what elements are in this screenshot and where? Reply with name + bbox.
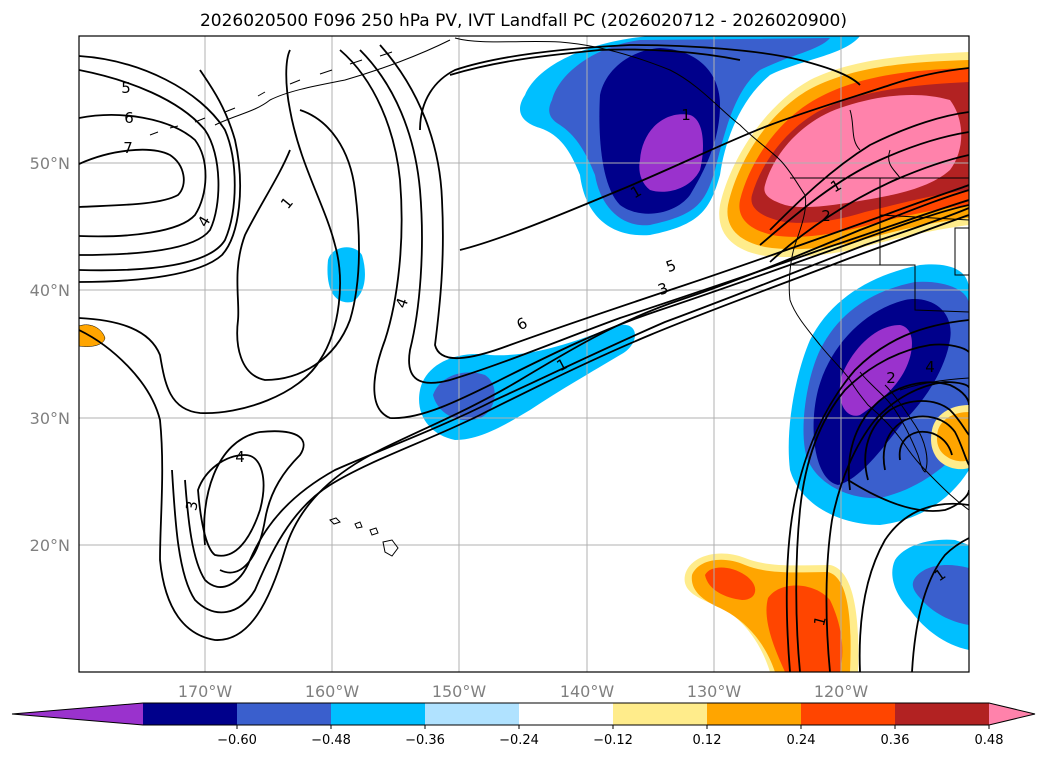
- pv-contour-7: [79, 148, 185, 208]
- pv-contour-mexico-3: [847, 381, 969, 491]
- colorbar-swatch: [519, 703, 614, 725]
- colorbar-tick-label: 0.24: [787, 733, 816, 748]
- neg-anomaly-se-corner: [892, 539, 969, 650]
- lon-tick-label: 140°W: [560, 682, 615, 701]
- colorbar-swatch: [143, 703, 238, 725]
- lat-tick-labels: 50°N 40°N 30°N 20°N: [30, 154, 70, 555]
- pos-anomaly-tropical-125w: [684, 553, 859, 672]
- colorbar-swatch: [895, 703, 990, 725]
- coastlines: [149, 37, 969, 557]
- pv-contour-mexico-closed: [847, 479, 969, 512]
- pv-contour-north-2: [449, 48, 741, 76]
- colorbar-swatch: [801, 703, 896, 725]
- pv-contours: [79, 44, 969, 672]
- contour-label: 5: [121, 79, 131, 97]
- lon-tick-label: 150°W: [432, 682, 487, 701]
- lon-tick-labels: 170°W 160°W 150°W 140°W 130°W 120°W: [178, 682, 869, 701]
- pv-contour-se-1: [911, 537, 969, 672]
- pv-contour-ridge: [419, 44, 861, 131]
- pv-contour-jet-5: [203, 430, 305, 574]
- contour-label: 4: [235, 448, 245, 466]
- contour-label: 1: [810, 614, 830, 628]
- pv-contour-bc-3: [769, 154, 969, 263]
- pv-contour-jet-3: [184, 207, 969, 588]
- alaska-coast: [214, 37, 806, 196]
- chart-title: 2026020500 F096 250 hPa PV, IVT Landfall…: [200, 11, 847, 31]
- contour-label: 4: [925, 358, 935, 376]
- pv-contour-5: [79, 69, 220, 256]
- neg-anomaly-gulf-of-alaska: [520, 36, 860, 236]
- colorbar-tick-label: −0.24: [499, 733, 539, 748]
- hawaii-islands: [329, 517, 399, 557]
- pv-contour-mexico-2: [825, 381, 969, 672]
- map-panel: 5 6 7 4 1 4 1 5 3 6 1 4 3 1 2 2 4 1 1 1: [78, 35, 970, 673]
- contour-label: 3: [182, 500, 201, 513]
- pv-contour-jet-4: [197, 454, 265, 557]
- pv-contour-jet-2: [171, 214, 969, 614]
- contour-label: 2: [821, 207, 831, 225]
- pv-contour-1-inner: [236, 109, 360, 381]
- colorbar-tick-label: −0.48: [311, 733, 351, 748]
- canada-interior-lines: [849, 109, 901, 179]
- pv-contour-upper-trough-2: [359, 49, 969, 384]
- colorbar-extend-low: [12, 703, 143, 725]
- lon-tick-label: 160°W: [305, 682, 360, 701]
- pv-contour-upper-trough-1: [339, 49, 969, 419]
- gridlines: [79, 36, 969, 672]
- lat-tick-label: 30°N: [30, 409, 70, 428]
- pos-anomaly-pacific-northwest: [719, 52, 969, 258]
- pv-contour-4-west: [79, 55, 236, 272]
- pv-contour-mexico-6: [898, 430, 953, 461]
- state-lines: [790, 178, 969, 313]
- colorbar-swatch: [237, 703, 332, 725]
- pv-contour-mexico-4: [864, 400, 969, 481]
- colorbar-tick-label: −0.36: [405, 733, 445, 748]
- lat-tick-label: 20°N: [30, 536, 70, 555]
- lon-tick-label: 120°W: [814, 682, 869, 701]
- neg-anomaly-160w: [327, 247, 365, 303]
- colorbar-outline: [11, 702, 1036, 726]
- colorbar-tick-label: 0.12: [693, 733, 722, 748]
- pv-contour-3-west: [79, 69, 241, 283]
- baja-peninsula: [859, 371, 928, 473]
- contour-label: 1: [681, 106, 691, 124]
- lat-tick-label: 50°N: [30, 154, 70, 173]
- pv-contour-mexico-1: [795, 343, 969, 672]
- contour-label: 7: [123, 139, 133, 157]
- colorbar-tick-label: −0.12: [593, 733, 633, 748]
- pv-contour-mexico-5: [882, 415, 969, 471]
- colorbar-swatch: [425, 703, 520, 725]
- pv-contour-1-big: [79, 49, 341, 414]
- contour-label: 6: [124, 109, 134, 127]
- pv-contour-6: [79, 114, 207, 238]
- colorbar-extend-high: [989, 703, 1035, 725]
- colorbar-tick-label: 0.36: [881, 733, 910, 748]
- colorbar-swatch: [331, 703, 426, 725]
- colorbar: −0.60 −0.48 −0.36 −0.24 −0.12 0.12 0.24 0.36 0.4…: [11, 702, 1036, 748]
- map-frame: [78, 35, 970, 673]
- pv-contour-upper-trough-3: [379, 44, 969, 360]
- pv-contour-bc-2: [759, 131, 969, 246]
- pv-contour-bc-1: [769, 111, 969, 231]
- lon-tick-label: 130°W: [687, 682, 742, 701]
- pv-contour-north-1: [459, 67, 969, 251]
- lon-tick-label: 170°W: [178, 682, 233, 701]
- colorbar-tick-label: −0.60: [217, 733, 257, 748]
- contour-label: 2: [886, 369, 896, 387]
- pv-contour-mexico-outer: [785, 319, 969, 672]
- lat-tick-label: 40°N: [30, 281, 70, 300]
- pv-contour-sub-1: [858, 502, 969, 672]
- colorbar-swatch: [613, 703, 708, 725]
- colorbar-swatch: [707, 703, 802, 725]
- colorbar-tick-label: 0.48: [975, 733, 1004, 748]
